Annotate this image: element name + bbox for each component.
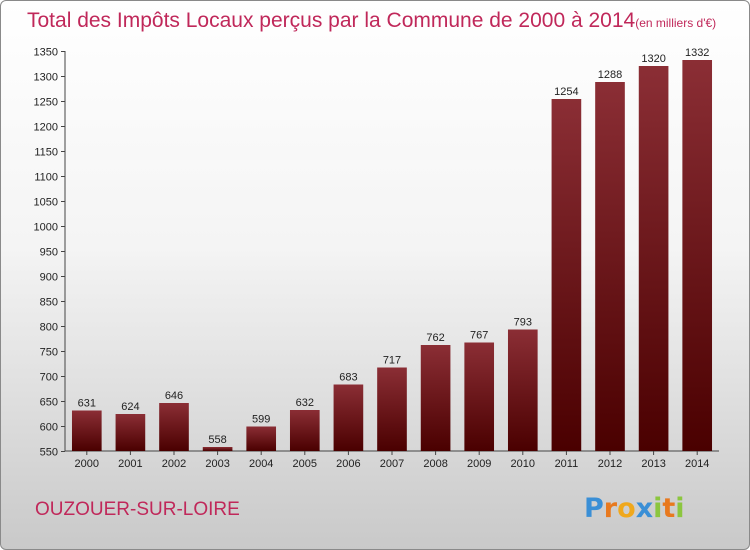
logo-letter: i	[653, 493, 662, 524]
y-tick-label: 850	[40, 297, 58, 309]
x-tick-label: 2000	[75, 458, 99, 470]
logo-letter: r	[604, 493, 618, 524]
bar-2014	[682, 60, 713, 451]
data-label-2005: 632	[296, 397, 314, 409]
chart-unit-label: (en milliers d'€)	[635, 16, 716, 30]
chart-title: Total des Impôts Locaux perçus par la Co…	[27, 9, 716, 32]
bar-2011	[551, 99, 582, 451]
proxiti-logo: Proxiti	[584, 493, 685, 524]
y-tick-label: 1000	[34, 222, 58, 234]
x-tick-label: 2012	[598, 458, 622, 470]
chart-title-text: Total des Impôts Locaux perçus par la Co…	[27, 9, 636, 32]
data-label-2011: 1254	[554, 86, 578, 98]
x-tick-label: 2004	[249, 458, 273, 470]
data-label-2001: 624	[121, 401, 139, 413]
bar-2002	[159, 403, 189, 451]
y-tick-label: 700	[40, 372, 58, 384]
bar-2005	[289, 410, 320, 451]
y-tick-label: 750	[40, 347, 58, 359]
x-tick-label: 2005	[293, 458, 317, 470]
x-tick-label: 2007	[380, 458, 404, 470]
logo-letter: x	[636, 493, 653, 524]
y-tick-label: 550	[40, 447, 58, 459]
bar-2013	[638, 66, 669, 451]
bar-2003	[202, 447, 233, 451]
x-tick-label: 2010	[511, 458, 535, 470]
bar-2009	[464, 342, 495, 451]
y-tick-label: 800	[40, 322, 58, 334]
data-label-2006: 683	[339, 372, 357, 384]
bar-2007	[377, 367, 407, 451]
data-label-2000: 631	[78, 398, 96, 410]
commune-name: OUZOUER-SUR-LOIRE	[35, 499, 240, 520]
x-tick-label: 2013	[641, 458, 665, 470]
y-tick-label: 600	[40, 422, 58, 434]
plot-area: 550 600 650 700 750 800 850 900 950 1000 1050 1100 1…	[34, 47, 719, 470]
y-tick-label: 1300	[34, 72, 58, 84]
data-label-2008: 762	[426, 332, 444, 344]
y-tick-label: 950	[40, 247, 58, 259]
bar-2001	[115, 414, 146, 451]
y-tick-label: 1350	[34, 47, 58, 59]
bar-2000	[71, 410, 102, 451]
x-tick-label: 2008	[423, 458, 447, 470]
x-tick-label: 2006	[336, 458, 360, 470]
y-tick-label: 900	[40, 272, 58, 284]
y-tick-label: 1200	[34, 122, 58, 134]
x-tick-label: 2014	[685, 458, 709, 470]
logo-letter: o	[617, 493, 636, 524]
y-tick-label: 1050	[34, 197, 58, 209]
y-tick-label: 1250	[34, 97, 58, 109]
y-tick-label: 650	[40, 397, 58, 409]
data-label-2003: 558	[208, 434, 226, 446]
data-label-2007: 717	[383, 355, 401, 367]
bar-2008	[420, 345, 451, 451]
x-tick-label: 2003	[205, 458, 229, 470]
data-label-2010: 793	[514, 317, 532, 329]
data-label-2002: 646	[165, 390, 183, 402]
y-tick-label: 1150	[34, 147, 58, 159]
x-tick-label: 2009	[467, 458, 491, 470]
logo-letter: i	[675, 493, 684, 524]
data-label-2012: 1288	[598, 69, 622, 81]
x-tick-label: 2001	[118, 458, 142, 470]
x-tick-label: 2011	[555, 458, 579, 470]
y-tick-label: 1100	[34, 172, 58, 184]
x-tick-label: 2002	[162, 458, 186, 470]
bar-2006	[333, 384, 364, 451]
logo-letter: t	[662, 493, 675, 524]
data-label-2009: 767	[470, 330, 488, 342]
bar-2012	[595, 82, 625, 451]
data-label-2013: 1320	[641, 53, 665, 65]
logo-letter: P	[584, 493, 604, 524]
data-label-2014: 1332	[685, 47, 709, 59]
bar-2004	[246, 426, 277, 451]
data-label-2004: 599	[252, 414, 270, 426]
bar-2010	[507, 329, 538, 451]
